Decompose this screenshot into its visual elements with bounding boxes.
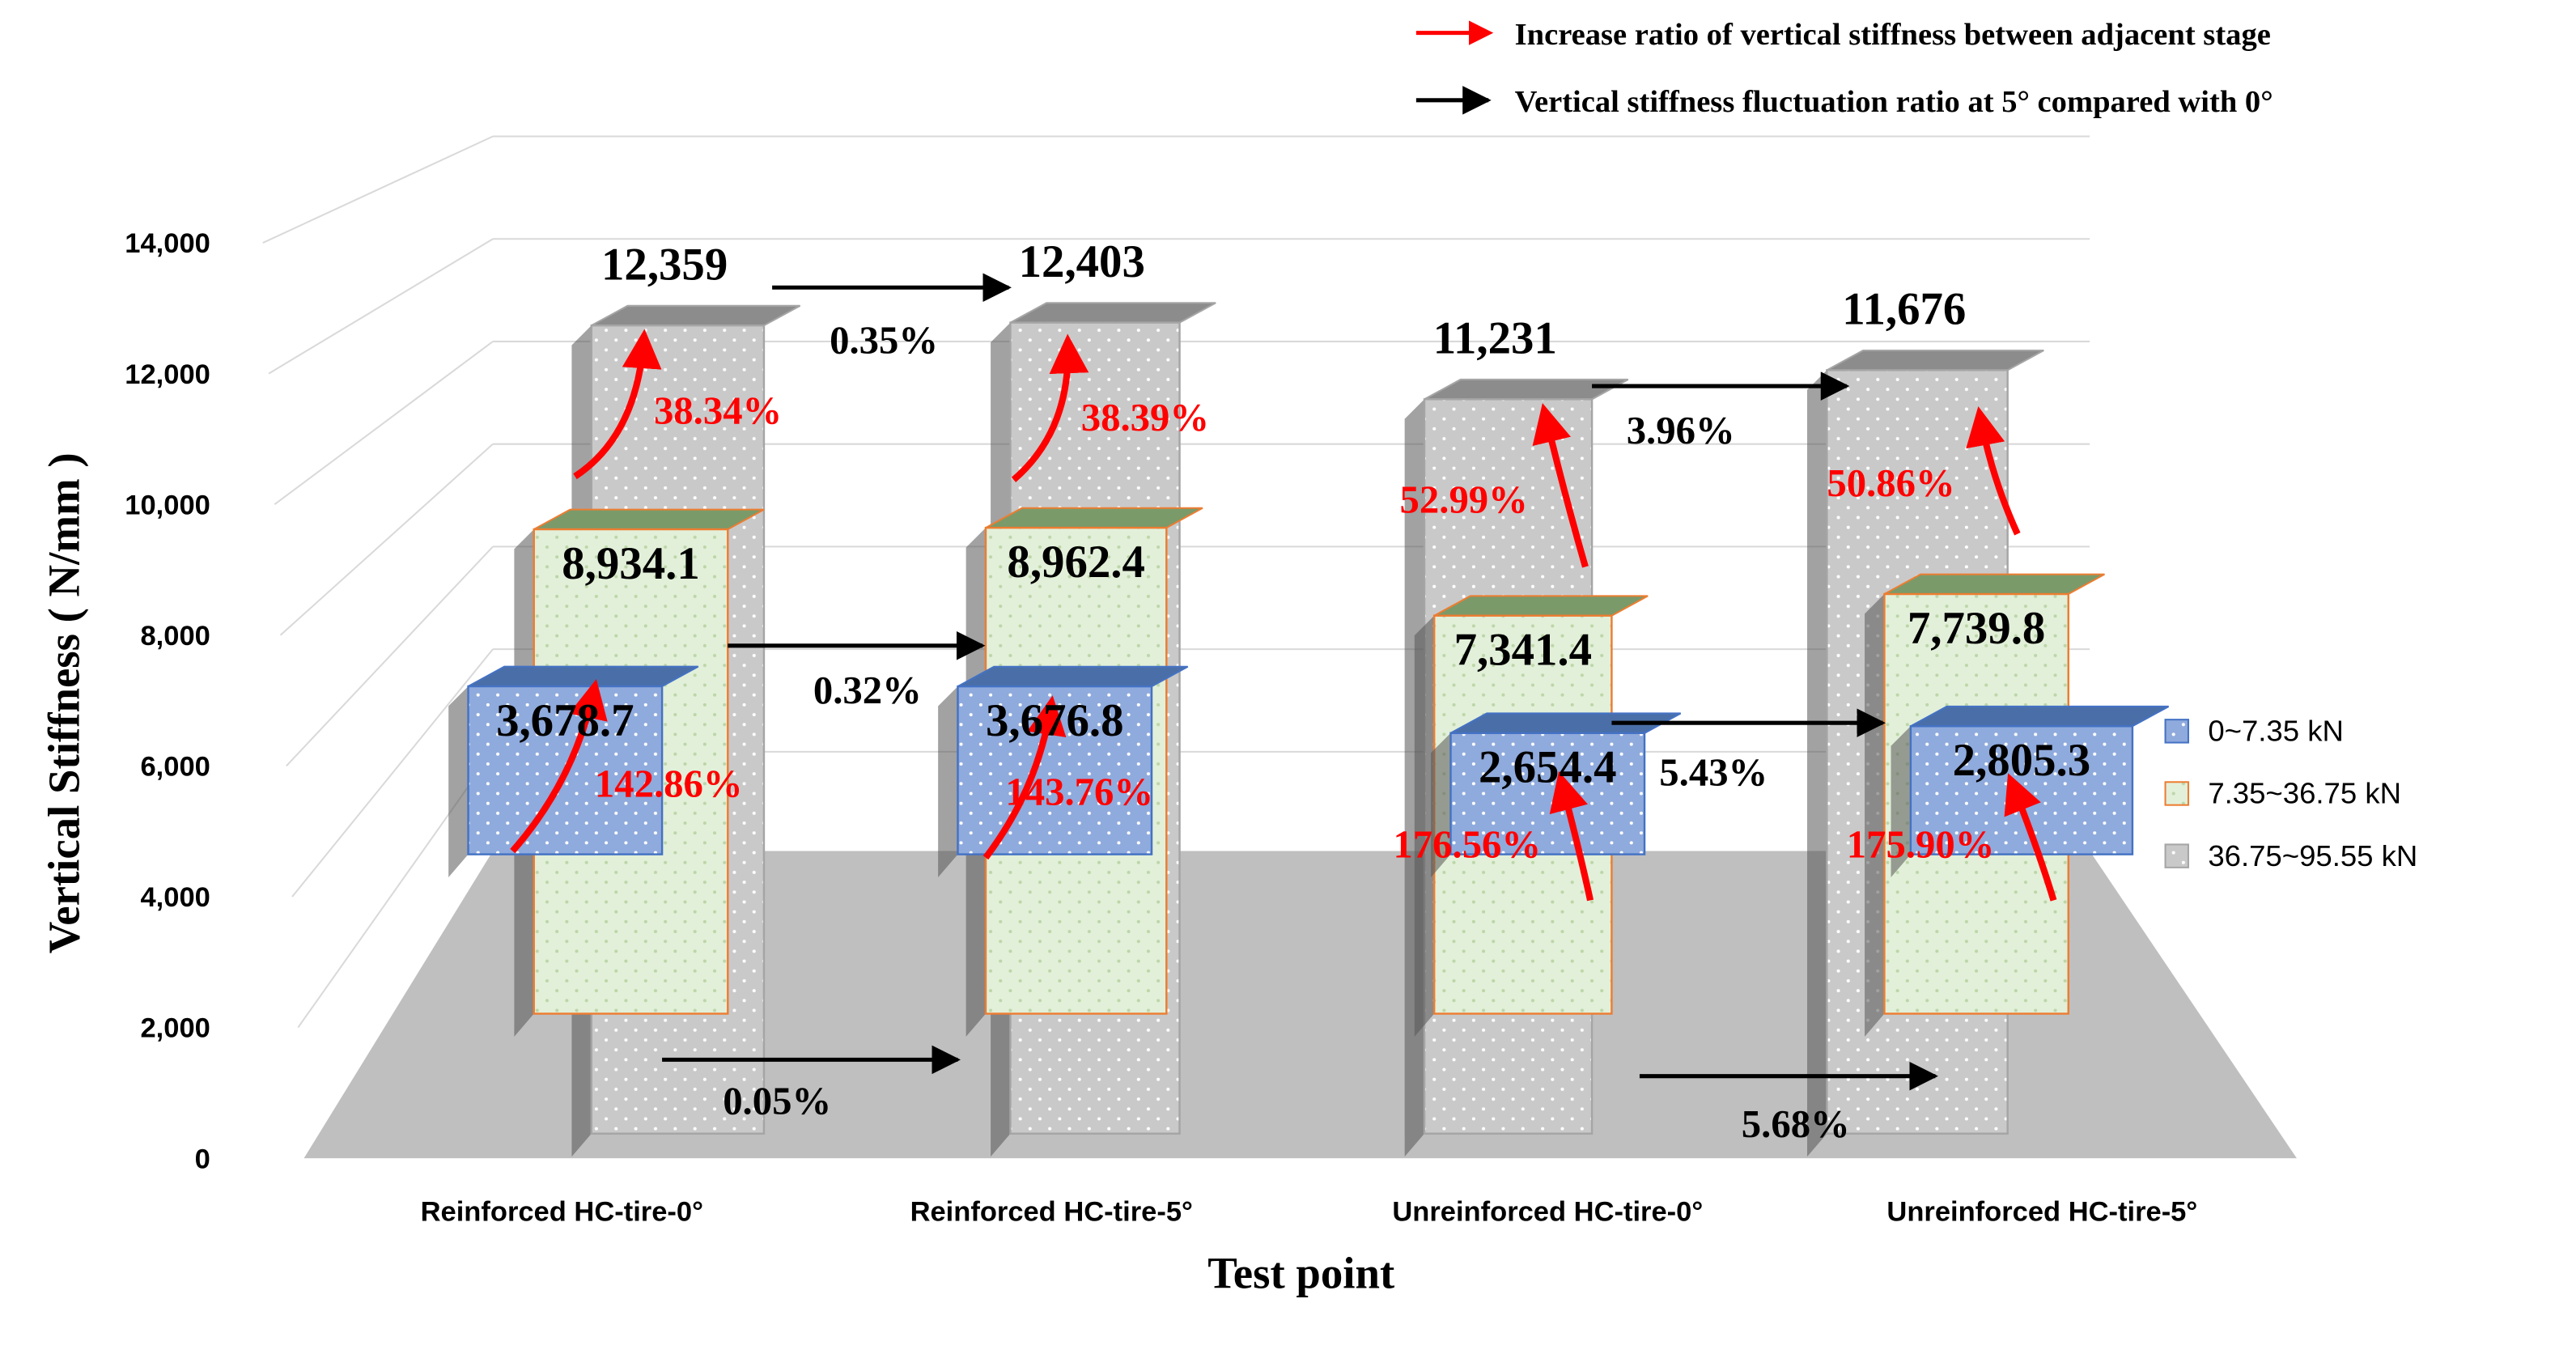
bar-series2-cat2-top xyxy=(1424,378,1629,401)
gridline-side xyxy=(262,135,494,244)
value-label: 3,676.8 xyxy=(986,695,1123,746)
bar-series2-cat1-top xyxy=(1009,302,1216,324)
annotation-legend: Increase ratio of vertical stiffness bet… xyxy=(1415,18,2273,119)
fluctuation-label: 5.68% xyxy=(1742,1102,1850,1146)
x-axis-categories: Reinforced HC-tire-0° Reinforced HC-tire-… xyxy=(421,1196,2198,1227)
category-label: Unreinforced HC-tire-0° xyxy=(1392,1196,1703,1227)
series-legend: 0~7.35 kN 7.35~36.75 kN 36.75~95.55 kN xyxy=(2164,715,2417,872)
y-tick-label: 12,000 xyxy=(125,359,210,390)
bar-series0-cat1 xyxy=(938,665,1189,878)
legend-black-text: Vertical stiffness fluctuation ratio at … xyxy=(1515,85,2273,119)
y-axis-title: Vertical Stiffness ( N/mm ) xyxy=(39,452,88,953)
stage-increase-arrow xyxy=(573,329,662,480)
y-tick-label: 14,000 xyxy=(125,228,210,259)
legend-red-text: Increase ratio of vertical stiffness bet… xyxy=(1515,18,2271,52)
fluctuation-label: 3.96% xyxy=(1627,409,1735,452)
bar-series2-cat0-top xyxy=(591,304,801,327)
y-tick-label: 6,000 xyxy=(140,752,210,783)
bar-series1-cat2-side xyxy=(1414,615,1435,1037)
value-label: 12,359 xyxy=(601,239,728,290)
stage-increase-arrow xyxy=(510,679,608,854)
stage-increase-label: 143.76% xyxy=(1005,770,1153,814)
stage-increase-label: 50.86% xyxy=(1827,461,1954,505)
fluctuation-label: 0.35% xyxy=(830,318,938,362)
bar-series1-cat1-top xyxy=(985,507,1203,529)
legend-swatch xyxy=(2164,843,2189,868)
chart-floor xyxy=(303,851,2297,1159)
fluctuation-label: 0.05% xyxy=(723,1079,831,1123)
stage-increase-label: 142.86% xyxy=(595,762,743,806)
annotations: 142.86% 38.34% 143.76% 38.39% 176.56% 52.99% 1… xyxy=(510,273,2057,1146)
value-label: 8,962.4 xyxy=(1007,537,1144,588)
side-wall xyxy=(262,136,493,1159)
gridline-side xyxy=(268,238,494,375)
legend-swatch xyxy=(2164,719,2189,744)
bar-series0-cat1-top xyxy=(957,665,1189,688)
bar-series0-cat2-side xyxy=(1431,732,1451,878)
fluctuation-label: 5.43% xyxy=(1659,750,1768,794)
legend-label: 7.35~36.75 kN xyxy=(2208,777,2401,810)
gridline-side xyxy=(274,341,494,506)
y-axis-ticks: 0 2,000 4,000 6,000 8,000 10,000 12,000 14,000 xyxy=(125,228,210,1174)
value-label: 2,654.4 xyxy=(1479,742,1616,793)
category-label: Unreinforced HC-tire-5° xyxy=(1886,1196,2197,1227)
bar-series1-cat3-side xyxy=(1865,594,1885,1037)
bar-series0-cat1-side xyxy=(938,686,958,878)
value-label: 7,739.8 xyxy=(1908,603,2045,654)
bar-series1-cat2-top xyxy=(1433,595,1649,617)
back-wall xyxy=(493,136,2090,855)
bar-series0-cat3-top xyxy=(1910,705,2170,728)
bar-series0-cat0 xyxy=(448,665,699,878)
stage-increase-arrow xyxy=(1549,770,1594,902)
stage-increase-arrow xyxy=(1532,403,1589,568)
bar-series0-cat0-side xyxy=(448,685,469,878)
y-tick-label: 8,000 xyxy=(140,621,210,652)
value-label: 3,678.7 xyxy=(496,695,634,746)
legend-label: 0~7.35 kN xyxy=(2208,715,2344,748)
bar-series0-cat0-top xyxy=(468,665,699,688)
bar-series2-cat3-top xyxy=(1826,349,2044,371)
bar-series0-cat2-front xyxy=(1449,732,1646,855)
bar-series0-cat3-side xyxy=(1891,726,1911,878)
stage-increase-label: 176.56% xyxy=(1393,823,1541,867)
value-label: 11,676 xyxy=(1842,284,1966,335)
stage-increase-arrow xyxy=(1966,405,2021,536)
stage-increase-arrow xyxy=(2004,773,2057,902)
gridline-side xyxy=(291,648,494,898)
bars xyxy=(448,302,2170,1157)
bar-series1-cat3-top xyxy=(1883,573,2105,596)
stage-increase-label: 38.39% xyxy=(1081,396,1209,439)
category-label: Reinforced HC-tire-5° xyxy=(910,1196,1193,1227)
value-labels: 12,359 12,403 11,231 11,676 8,934.1 8,962.4 7,… xyxy=(496,236,2090,793)
value-label: 12,403 xyxy=(1019,236,1145,287)
gridline-side xyxy=(286,545,494,767)
y-tick-label: 2,000 xyxy=(140,1013,210,1044)
stage-increase-arrow xyxy=(1011,333,1089,482)
stage-increase-label: 52.99% xyxy=(1400,478,1528,521)
gridline-side xyxy=(279,443,494,636)
stage-increase-label: 38.34% xyxy=(654,389,782,433)
bar-series0-cat2 xyxy=(1431,712,1682,878)
legend-label: 36.75~95.55 kN xyxy=(2208,839,2417,872)
y-tick-label: 0 xyxy=(195,1144,210,1174)
fluctuation-label: 0.32% xyxy=(813,669,922,712)
bar-series1-cat0-top xyxy=(533,508,765,531)
y-tick-label: 4,000 xyxy=(140,882,210,913)
x-axis-title: Test point xyxy=(1207,1249,1394,1298)
value-label: 7,341.4 xyxy=(1454,625,1592,676)
chart-frame xyxy=(262,135,2297,1159)
stage-increase-label: 175.90% xyxy=(1847,823,1995,867)
value-label: 11,231 xyxy=(1433,312,1557,363)
value-label: 2,805.3 xyxy=(1953,735,2090,786)
category-label: Reinforced HC-tire-0° xyxy=(421,1196,703,1227)
value-label: 8,934.1 xyxy=(562,538,699,589)
stage-increase-arrow xyxy=(982,695,1067,860)
bar-series2-cat3-side xyxy=(1807,370,1827,1157)
y-tick-label: 10,000 xyxy=(125,490,210,520)
legend-swatch xyxy=(2164,781,2189,806)
